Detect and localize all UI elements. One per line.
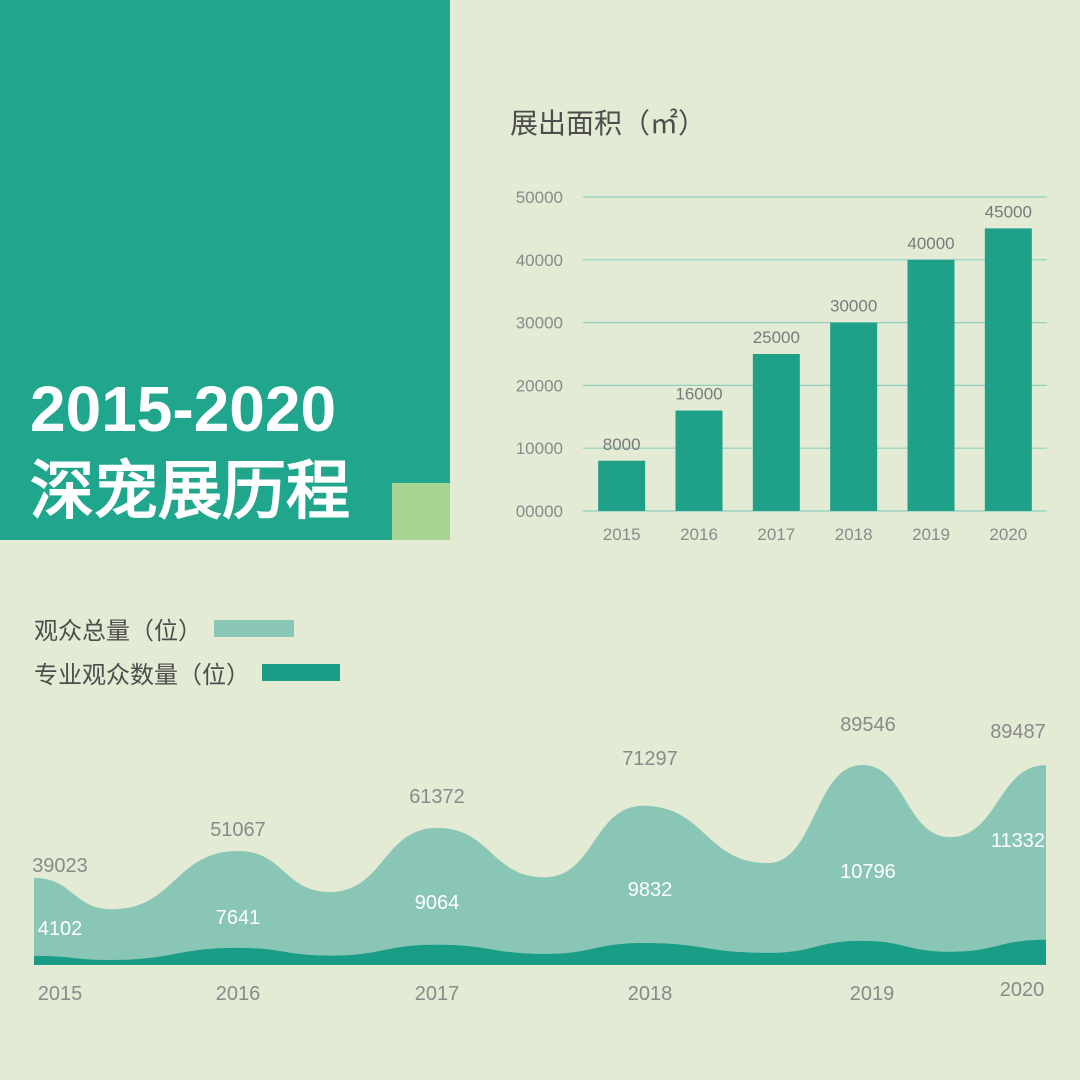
legend-item-total: 观众总量（位） xyxy=(34,613,294,645)
area-x-tick-label: 2016 xyxy=(216,983,261,1005)
professional-value-label: 9832 xyxy=(628,879,673,901)
x-tick-label: 2018 xyxy=(835,525,873,544)
accent-square xyxy=(392,483,450,540)
x-tick-label: 2019 xyxy=(912,525,950,544)
legend-item-professional: 专业观众数量（位） xyxy=(34,657,340,689)
y-tick-label: 50000 xyxy=(516,188,563,207)
hero-panel xyxy=(0,0,450,540)
bar-value-label: 16000 xyxy=(675,385,722,404)
bar-value-label: 8000 xyxy=(603,435,641,454)
area-x-tick-label: 2018 xyxy=(628,983,673,1005)
legend-label-total: 观众总量（位） xyxy=(34,616,202,645)
x-tick-label: 2016 xyxy=(680,525,718,544)
y-tick-label: 20000 xyxy=(516,376,563,395)
bar-value-label: 25000 xyxy=(753,328,800,347)
y-tick-label: 40000 xyxy=(516,251,563,270)
professional-value-label: 10796 xyxy=(840,861,896,883)
total-value-label: 51067 xyxy=(210,819,266,841)
total-value-label: 89487 xyxy=(990,721,1046,743)
legend-swatch-professional xyxy=(262,663,340,681)
bar-value-label: 40000 xyxy=(907,234,954,253)
bar-2019 xyxy=(907,259,955,511)
hero-title-text: 深宠展历程 xyxy=(30,455,350,529)
total-value-label: 61372 xyxy=(409,786,465,808)
area-professional-audience xyxy=(34,939,1046,965)
area-x-tick-label: 2020 xyxy=(1000,979,1045,1001)
professional-value-label: 11332 xyxy=(991,830,1045,852)
total-value-label: 71297 xyxy=(622,748,678,770)
professional-value-label: 7641 xyxy=(216,907,261,929)
bar-value-label: 30000 xyxy=(830,297,877,316)
bar-2017 xyxy=(752,354,800,511)
area-x-tick-label: 2017 xyxy=(415,983,460,1005)
bar-2018 xyxy=(830,322,878,511)
bar-2020 xyxy=(984,228,1032,511)
area-x-tick-label: 2019 xyxy=(850,983,895,1005)
hero-title-years: 2015-2020 xyxy=(30,373,337,445)
bar-2015 xyxy=(598,460,646,511)
x-tick-label: 2020 xyxy=(989,525,1027,544)
y-tick-label: 00000 xyxy=(516,502,563,521)
bar-2016 xyxy=(675,410,723,511)
professional-value-label: 4102 xyxy=(38,918,83,940)
bar-chart-title: 展出面积（㎡） xyxy=(510,107,707,140)
area-total-audience xyxy=(34,765,1046,965)
x-tick-label: 2015 xyxy=(603,525,641,544)
y-tick-label: 30000 xyxy=(516,314,563,333)
bar-value-label: 45000 xyxy=(985,202,1032,221)
bar-chart: 00000 10000 20000 30000 40000 50000 8000 2015 16… xyxy=(516,188,1047,544)
y-tick-label: 10000 xyxy=(516,439,563,458)
total-value-label: 89546 xyxy=(840,714,896,736)
x-tick-label: 2017 xyxy=(757,525,795,544)
legend-label-professional: 专业观众数量（位） xyxy=(34,660,250,689)
total-value-label: 39023 xyxy=(32,855,88,877)
professional-value-label: 9064 xyxy=(415,892,460,914)
legend-swatch-total xyxy=(214,619,294,637)
area-x-tick-label: 2015 xyxy=(38,983,83,1005)
